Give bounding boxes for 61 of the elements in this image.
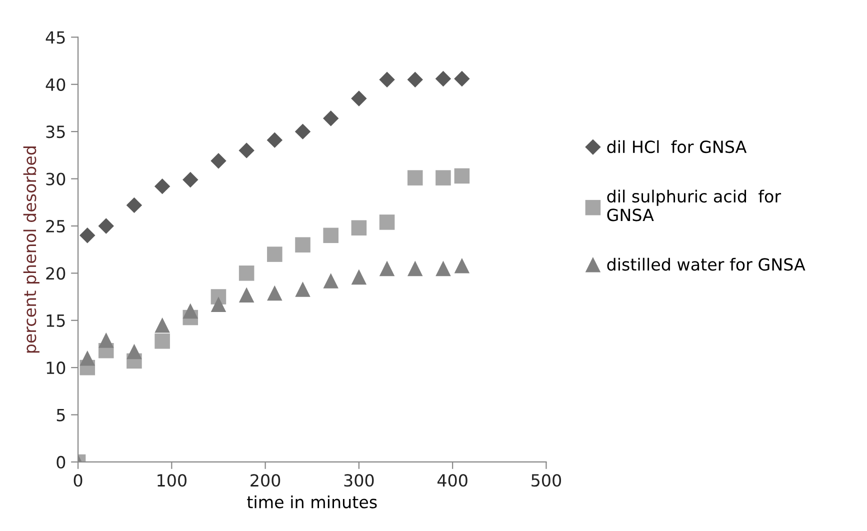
point xyxy=(154,334,170,349)
point xyxy=(454,258,470,274)
point xyxy=(454,168,470,184)
point xyxy=(436,170,451,186)
point xyxy=(295,282,310,297)
point xyxy=(323,228,338,244)
point xyxy=(210,152,226,169)
legend-label: distilled water for GNSA xyxy=(607,258,806,271)
point xyxy=(379,214,395,230)
point xyxy=(379,72,395,88)
point xyxy=(154,317,170,333)
y-tick-label: 35 xyxy=(46,126,65,138)
point xyxy=(294,124,311,140)
y-tick-label: 40 xyxy=(46,78,66,91)
point xyxy=(407,170,423,186)
point xyxy=(379,260,395,276)
y-tick-label: 0 xyxy=(56,456,66,469)
point xyxy=(238,287,254,303)
point xyxy=(351,90,367,106)
point xyxy=(154,178,170,194)
x-axis-title: time in minutes xyxy=(247,495,377,508)
point xyxy=(295,237,310,252)
y-axis-title: percent phenol desorbed xyxy=(23,146,40,353)
legend-label: dil HCl for GNSA xyxy=(607,140,747,154)
x-tick-label: 300 xyxy=(344,474,374,487)
y-tick-label: 30 xyxy=(46,172,66,186)
point xyxy=(98,332,114,348)
point xyxy=(98,218,114,234)
y-tick-label: 45 xyxy=(46,31,65,44)
point xyxy=(266,132,283,148)
point xyxy=(182,172,198,188)
point xyxy=(182,303,198,319)
point xyxy=(210,296,226,312)
x-tick-label: 500 xyxy=(532,474,562,487)
point xyxy=(80,228,96,244)
y-tick-label: 15 xyxy=(46,314,65,327)
legend-label: dil sulphuric acid for GNSA xyxy=(607,190,782,222)
y-tick-label: 20 xyxy=(46,267,66,280)
point xyxy=(238,266,254,281)
point xyxy=(436,260,451,276)
point xyxy=(267,285,282,301)
point xyxy=(322,110,339,126)
point xyxy=(407,72,423,88)
point xyxy=(407,260,423,276)
x-tick-label: 200 xyxy=(250,474,280,487)
point xyxy=(126,197,142,214)
y-tick-label: 5 xyxy=(56,408,65,422)
point xyxy=(238,142,254,158)
point xyxy=(351,220,367,236)
point xyxy=(435,70,452,87)
point xyxy=(126,344,142,360)
x-tick-label: 0 xyxy=(74,474,82,487)
point xyxy=(267,246,282,262)
point xyxy=(323,273,338,288)
x-tick-label: 400 xyxy=(437,474,468,487)
y-tick-label: 25 xyxy=(46,220,65,233)
point xyxy=(351,269,367,285)
x-tick-label: 100 xyxy=(158,474,186,487)
y-tick-label: 10 xyxy=(46,362,66,374)
point xyxy=(454,70,470,87)
point xyxy=(80,350,96,366)
